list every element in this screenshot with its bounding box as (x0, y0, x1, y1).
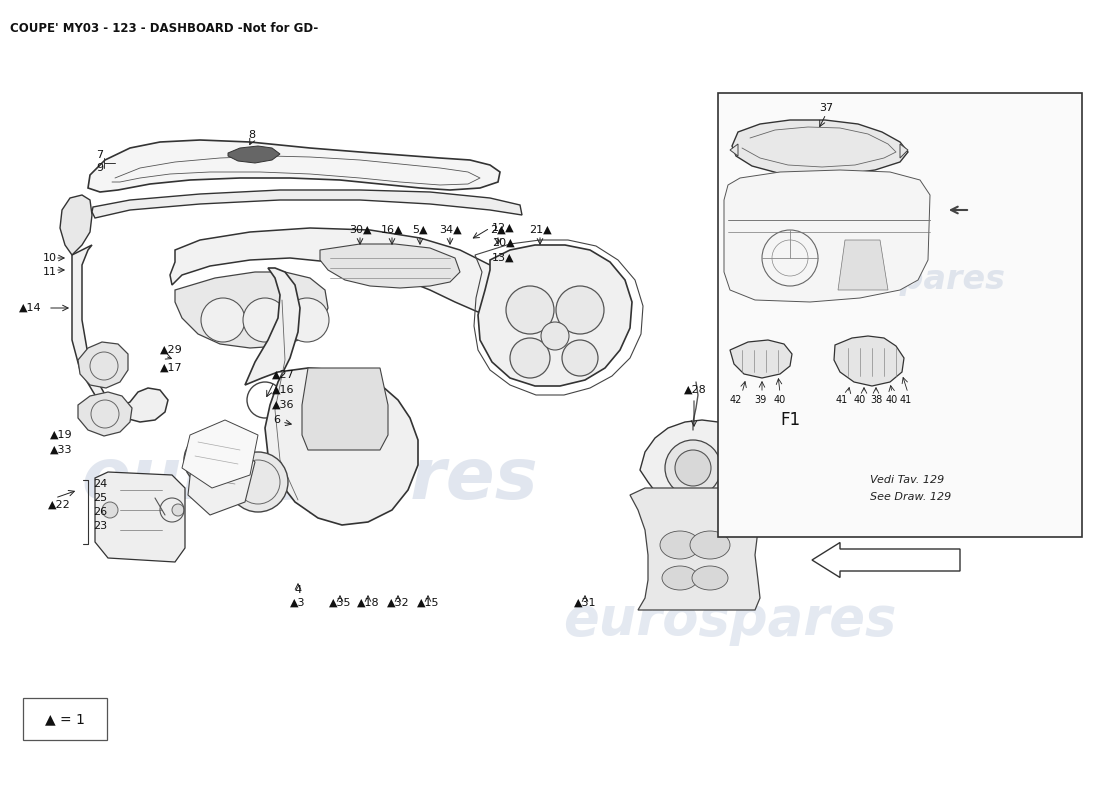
Text: ▲28: ▲28 (683, 385, 706, 395)
Polygon shape (88, 140, 500, 192)
FancyBboxPatch shape (23, 698, 107, 740)
Polygon shape (78, 342, 128, 388)
Text: ▲16: ▲16 (272, 385, 295, 395)
Text: 12▲: 12▲ (492, 223, 515, 233)
Polygon shape (228, 146, 280, 163)
Polygon shape (78, 392, 132, 436)
Text: eurospares: eurospares (81, 446, 538, 514)
Text: ▲31: ▲31 (574, 598, 596, 608)
Circle shape (510, 338, 550, 378)
Polygon shape (182, 420, 258, 488)
Text: 30▲: 30▲ (349, 225, 372, 235)
Text: 39: 39 (754, 395, 766, 405)
Text: ▲33: ▲33 (50, 445, 73, 455)
Polygon shape (730, 144, 738, 156)
Text: ▲29: ▲29 (160, 345, 183, 355)
Text: 21▲: 21▲ (529, 225, 551, 235)
Text: ▲36: ▲36 (272, 400, 295, 410)
Text: 40: 40 (774, 395, 786, 405)
Circle shape (541, 322, 569, 350)
Text: 37: 37 (818, 103, 833, 113)
Text: 42: 42 (729, 395, 743, 405)
Polygon shape (72, 245, 168, 422)
Text: 41: 41 (900, 395, 912, 405)
Text: eurospares: eurospares (563, 594, 896, 646)
Text: Vedi Tav. 129: Vedi Tav. 129 (870, 475, 944, 485)
Text: 10: 10 (43, 253, 57, 263)
Text: 5▲: 5▲ (412, 225, 428, 235)
Text: ▲17: ▲17 (160, 363, 183, 373)
FancyBboxPatch shape (718, 93, 1082, 537)
Polygon shape (630, 488, 762, 610)
Text: 4: 4 (295, 585, 301, 595)
Polygon shape (838, 240, 888, 290)
Text: ▲3: ▲3 (290, 598, 306, 608)
Text: ▲22: ▲22 (48, 500, 70, 510)
Ellipse shape (660, 531, 700, 559)
Text: 25: 25 (94, 493, 107, 503)
Circle shape (666, 440, 720, 496)
Text: 11: 11 (43, 267, 57, 277)
Circle shape (102, 502, 118, 518)
Text: F1: F1 (780, 411, 800, 429)
Text: ▲19: ▲19 (50, 430, 73, 440)
Text: 6: 6 (273, 415, 280, 425)
Circle shape (506, 286, 554, 334)
Text: 2▲: 2▲ (491, 225, 506, 235)
Polygon shape (175, 272, 328, 348)
Text: 34▲: 34▲ (439, 225, 461, 235)
Polygon shape (320, 244, 460, 288)
Text: ▲32: ▲32 (387, 598, 409, 608)
Circle shape (243, 298, 287, 342)
Polygon shape (60, 195, 92, 255)
Text: 23: 23 (94, 521, 107, 531)
FancyArrow shape (812, 542, 960, 578)
Circle shape (228, 452, 288, 512)
Polygon shape (188, 442, 255, 515)
Polygon shape (900, 144, 908, 158)
Text: 16▲: 16▲ (381, 225, 404, 235)
Ellipse shape (690, 531, 730, 559)
Polygon shape (834, 336, 904, 386)
Circle shape (285, 298, 329, 342)
Polygon shape (170, 228, 520, 315)
Text: ▲14: ▲14 (20, 303, 42, 313)
Text: 7: 7 (97, 150, 103, 160)
Text: 38: 38 (870, 395, 882, 405)
Polygon shape (95, 472, 185, 562)
Text: ▲ = 1: ▲ = 1 (45, 712, 85, 726)
Text: COUPE' MY03 - 123 - DASHBOARD -Not for GD-: COUPE' MY03 - 123 - DASHBOARD -Not for G… (10, 22, 318, 35)
Text: See Draw. 129: See Draw. 129 (870, 492, 952, 502)
Polygon shape (302, 368, 388, 450)
Text: ▲27: ▲27 (272, 370, 295, 380)
Polygon shape (732, 120, 907, 175)
Polygon shape (245, 268, 418, 525)
Text: ▲35: ▲35 (329, 598, 351, 608)
Circle shape (562, 340, 598, 376)
Text: 20▲: 20▲ (492, 238, 515, 248)
Ellipse shape (662, 566, 698, 590)
Polygon shape (478, 245, 632, 386)
Circle shape (184, 434, 236, 486)
Text: 41: 41 (836, 395, 848, 405)
Text: ▲18: ▲18 (356, 598, 380, 608)
Polygon shape (640, 420, 745, 515)
Text: ▲15: ▲15 (417, 598, 439, 608)
Text: 26: 26 (94, 507, 107, 517)
Circle shape (675, 450, 711, 486)
Text: 24: 24 (94, 479, 108, 489)
Circle shape (556, 286, 604, 334)
Circle shape (172, 504, 184, 516)
Text: 8: 8 (249, 130, 255, 140)
Text: 9: 9 (97, 163, 103, 173)
Text: 40: 40 (886, 395, 898, 405)
Text: 13▲: 13▲ (492, 253, 515, 263)
Text: 40: 40 (854, 395, 866, 405)
Polygon shape (730, 340, 792, 378)
Circle shape (201, 298, 245, 342)
Ellipse shape (692, 566, 728, 590)
Polygon shape (724, 170, 930, 302)
Text: eurospares: eurospares (794, 263, 1005, 297)
Polygon shape (92, 190, 522, 218)
